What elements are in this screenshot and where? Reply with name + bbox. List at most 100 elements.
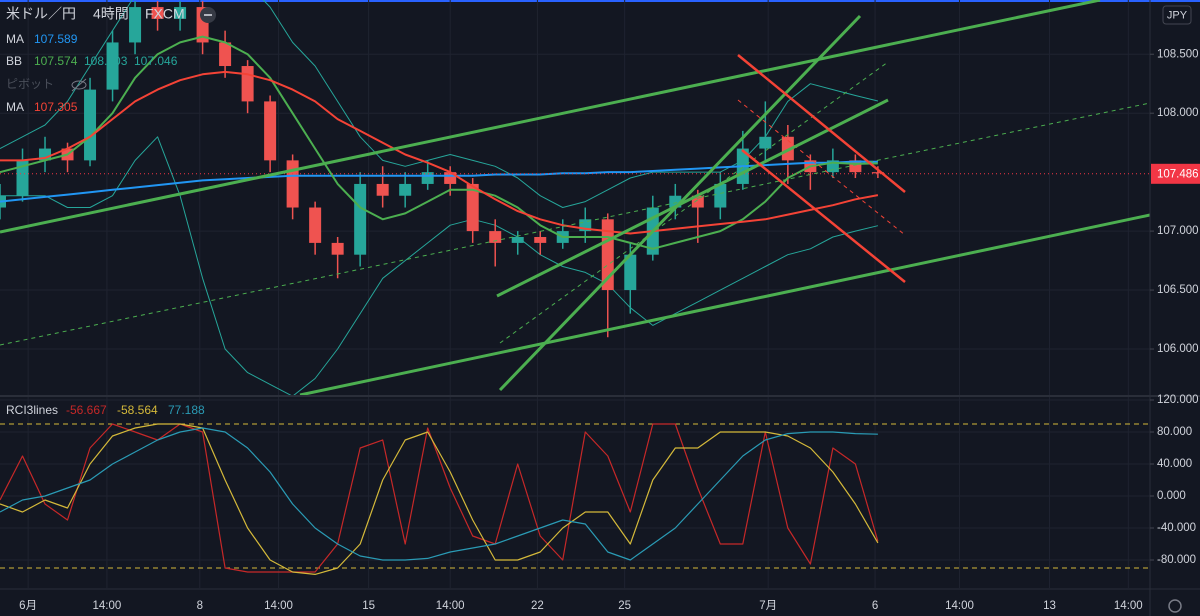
x-tick-label: 22	[531, 600, 544, 612]
x-tick-label: 6月	[19, 600, 37, 612]
pivot-label[interactable]: ピボット	[6, 77, 54, 91]
axes: 106.000 106.500 107.000 108.000 108.500 120.0…	[19, 48, 1200, 612]
settings-icon[interactable]	[1168, 599, 1182, 613]
last-price-box	[1151, 163, 1200, 184]
candle-body	[714, 183, 727, 208]
currency-button[interactable]	[1162, 5, 1192, 25]
x-tick-label: 14:00	[436, 600, 465, 612]
drawings	[0, 0, 1150, 395]
y-tick-label: 108.000	[1157, 107, 1199, 119]
candle-body	[849, 160, 862, 173]
overlay-line	[0, 70, 879, 235]
candle-body	[376, 183, 389, 196]
x-tick-label: 13	[1043, 600, 1056, 612]
candle-body	[511, 237, 524, 243]
legend-value: 107.046	[134, 54, 178, 68]
visibility-icon[interactable]	[71, 80, 87, 90]
trend-line[interactable]	[741, 149, 906, 283]
symbol[interactable]: 米ドル／円	[6, 6, 76, 22]
candle-body	[84, 89, 97, 161]
candle-body	[174, 7, 187, 19]
rci-grid	[0, 397, 1150, 588]
x-tick-label: 25	[618, 600, 631, 612]
y-tick-label: 0.000	[1157, 490, 1186, 502]
candle-body	[421, 172, 434, 184]
candle-body	[331, 242, 344, 255]
candle-body	[759, 136, 772, 149]
legend-value: 108.103	[84, 54, 128, 68]
legend-value: -56.667	[66, 403, 107, 417]
main-plot	[0, 0, 1150, 395]
legend-value: 107.574	[34, 54, 78, 68]
y-tick-label: -40.000	[1157, 522, 1196, 534]
candle-body	[691, 195, 704, 208]
focus-border	[0, 0, 1200, 2]
legend: 米ドル／円 4時間 FXCM ピボット RCI3lines MA 107.589 B…	[6, 6, 216, 417]
interval[interactable]: 4時間	[93, 6, 129, 22]
candle-body	[669, 195, 682, 208]
dashed-trend	[0, 102, 1150, 346]
rci-line	[0, 423, 879, 573]
candle-body	[39, 148, 52, 161]
x-tick-label: 15	[362, 600, 375, 612]
x-tick-label: 7月	[759, 600, 777, 612]
y-tick-label: -80.000	[1157, 554, 1196, 566]
legend-value: 77.188	[168, 403, 205, 417]
candle-body	[264, 101, 277, 161]
candle-body	[219, 42, 232, 67]
legend-value: 107.589	[34, 32, 78, 46]
x-tick-label: 14:00	[264, 600, 293, 612]
dashed-trend	[737, 99, 906, 236]
legend-name: MA	[6, 32, 24, 46]
y-tick-label: 107.000	[1157, 225, 1199, 237]
candle-body	[241, 66, 254, 102]
currency[interactable]: JPY	[1167, 9, 1188, 21]
candle-body	[309, 207, 322, 243]
source: FXCM	[145, 6, 185, 22]
candle-body	[871, 172, 884, 174]
candle-body	[466, 183, 479, 232]
candle-body	[151, 7, 164, 19]
candle-body	[534, 237, 547, 243]
candle-body	[489, 231, 502, 243]
y-tick-label: 120.000	[1157, 394, 1199, 406]
y-tick-label: 106.500	[1157, 284, 1199, 296]
candle-body	[826, 160, 839, 173]
candle-body	[444, 172, 457, 184]
y-tick-label: 108.500	[1157, 48, 1199, 60]
candle-body	[579, 219, 592, 232]
rci-plot	[0, 423, 1150, 575]
y-tick-label: 40.000	[1157, 458, 1192, 470]
trend-line[interactable]	[496, 98, 889, 298]
legend-value: -58.564	[117, 403, 158, 417]
trend-line[interactable]	[737, 54, 906, 193]
x-tick-label: 14:00	[945, 600, 974, 612]
x-tick-label: 14:00	[93, 600, 122, 612]
candle-body	[624, 254, 637, 291]
trend-line[interactable]	[0, 0, 1101, 234]
legend-value: 107.305	[34, 100, 78, 114]
rci-line	[0, 423, 879, 575]
rci-title[interactable]: RCI3lines	[6, 403, 58, 417]
trend-line[interactable]	[498, 14, 862, 392]
candle-body	[129, 7, 142, 43]
x-tick-label: 6	[872, 600, 878, 612]
visibility-strike	[71, 78, 87, 92]
candle-body	[286, 160, 299, 208]
overlay-line	[0, 160, 878, 203]
x-tick-label: 14:00	[1114, 600, 1143, 612]
trend-line[interactable]	[299, 213, 1150, 395]
x-tick-label: 8	[197, 600, 203, 612]
candle-body	[16, 160, 29, 196]
candle-body	[399, 183, 412, 196]
bb-lower	[0, 136, 879, 395]
candle-body	[354, 183, 367, 255]
last-price-label: 107.486	[1157, 168, 1199, 180]
y-tick-label: 80.000	[1157, 426, 1192, 438]
candle-body	[106, 42, 119, 90]
rci-line	[0, 427, 878, 561]
overlay-line	[0, 35, 878, 250]
y-tick-label: 106.000	[1157, 343, 1199, 355]
